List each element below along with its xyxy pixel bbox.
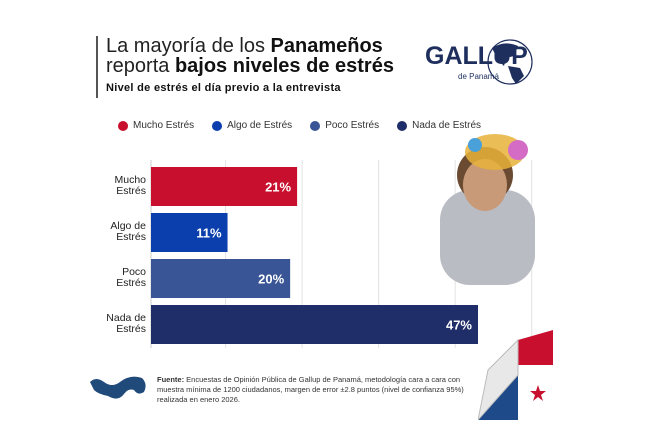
data-label: 20% (258, 272, 284, 287)
accent-line (96, 36, 98, 98)
subtitle: Nivel de estrés el día previo a la entre… (106, 82, 341, 94)
legend-item: Algo de Estrés (212, 120, 292, 131)
category-label: Mucho Estrés (114, 174, 146, 197)
legend-item: Nada de Estrés (397, 120, 481, 131)
legend: Mucho Estrés Algo de Estrés Poco Estrés … (118, 120, 481, 131)
legend-label: Poco Estrés (325, 120, 380, 131)
category-label: Nada de Estrés (106, 312, 146, 335)
source-text: Encuestas de Opinión Pública de Gallup d… (157, 375, 464, 404)
legend-item: Mucho Estrés (118, 120, 194, 131)
bar (151, 305, 478, 344)
category-label: Algo de Estrés (110, 220, 146, 243)
legend-label: Mucho Estrés (133, 120, 195, 131)
panama-map-icon (90, 376, 146, 399)
data-label: 21% (265, 180, 291, 195)
category-label: Poco Estrés (116, 266, 146, 289)
globe-icon (487, 39, 533, 85)
data-label: 11% (196, 226, 222, 241)
stressed-person-illustration (440, 134, 535, 285)
logo-subtext: de Panamá (458, 72, 499, 81)
bar (151, 167, 298, 206)
gallup-logo: GALLUP de Panamá (420, 38, 540, 88)
page-title: La mayoría de los Panameños reporta bajo… (106, 36, 394, 76)
title-bold: Panameños (270, 35, 383, 57)
bar (151, 213, 228, 252)
legend-label: Nada de Estrés (412, 120, 482, 131)
legend-dot (310, 120, 321, 131)
legend-dot (118, 120, 128, 131)
logo-text: GALLUP (425, 42, 528, 70)
legend-item: Poco Estrés (310, 120, 379, 131)
title-part: La mayoría de los (106, 35, 271, 57)
panama-flag-page-curl (478, 330, 553, 420)
title-part: reporta (106, 55, 175, 77)
title-bold: bajos niveles de estrés (174, 55, 394, 77)
bar (151, 259, 291, 298)
legend-dot (397, 120, 408, 131)
legend-dot (212, 120, 223, 131)
source-note: Fuente: Encuestas de Opinión Pública de … (157, 375, 467, 405)
data-label: 47% (446, 318, 472, 333)
source-label: Fuente: (157, 375, 185, 384)
legend-label: Algo de Estrés (227, 120, 293, 131)
